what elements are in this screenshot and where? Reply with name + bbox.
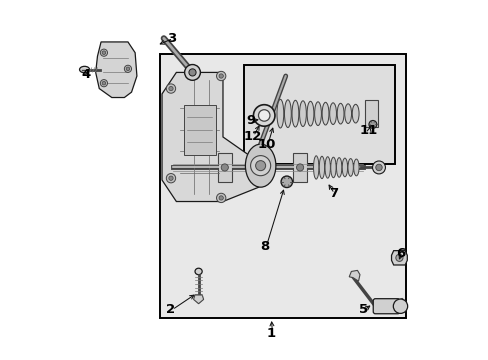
Polygon shape [162, 72, 258, 202]
Circle shape [100, 49, 107, 56]
Circle shape [188, 69, 196, 76]
Circle shape [250, 156, 270, 176]
Text: 4: 4 [81, 68, 90, 81]
Circle shape [102, 81, 105, 85]
Circle shape [168, 86, 173, 91]
Polygon shape [96, 42, 137, 98]
Text: 11: 11 [358, 124, 377, 137]
Ellipse shape [319, 156, 324, 179]
Ellipse shape [353, 159, 358, 176]
Ellipse shape [313, 156, 318, 179]
Ellipse shape [291, 100, 298, 127]
Text: 7: 7 [328, 187, 337, 200]
Bar [217, 153, 231, 182]
Circle shape [258, 110, 269, 121]
Ellipse shape [330, 157, 335, 178]
Ellipse shape [322, 102, 328, 125]
Ellipse shape [284, 100, 291, 127]
Ellipse shape [299, 101, 306, 126]
Text: 10: 10 [257, 138, 275, 151]
Bar [365, 100, 377, 127]
Circle shape [102, 51, 105, 54]
Ellipse shape [344, 104, 351, 123]
Text: 3: 3 [167, 32, 176, 45]
Circle shape [375, 164, 382, 171]
Ellipse shape [351, 104, 358, 123]
Circle shape [395, 254, 402, 261]
Ellipse shape [314, 102, 321, 126]
Text: 1: 1 [266, 327, 275, 340]
Polygon shape [193, 295, 203, 304]
Ellipse shape [342, 158, 347, 177]
Text: 8: 8 [260, 240, 269, 253]
Ellipse shape [336, 158, 341, 177]
Ellipse shape [80, 66, 89, 73]
Circle shape [216, 193, 225, 203]
Circle shape [372, 161, 385, 174]
Text: 12: 12 [243, 130, 261, 143]
Bar [183, 105, 215, 155]
Circle shape [392, 299, 407, 314]
Circle shape [166, 84, 175, 93]
Text: 2: 2 [166, 303, 175, 316]
Text: 9: 9 [246, 114, 255, 127]
Circle shape [184, 64, 200, 80]
Circle shape [255, 161, 265, 171]
Polygon shape [348, 270, 359, 281]
Ellipse shape [337, 103, 344, 124]
Ellipse shape [245, 144, 275, 187]
Circle shape [368, 121, 376, 129]
Polygon shape [392, 298, 406, 311]
Ellipse shape [195, 268, 202, 275]
Circle shape [124, 65, 131, 72]
Polygon shape [391, 251, 407, 265]
Bar [244, 65, 394, 164]
Ellipse shape [329, 103, 336, 125]
Ellipse shape [325, 157, 330, 178]
FancyBboxPatch shape [372, 299, 399, 314]
Circle shape [216, 71, 225, 81]
Circle shape [166, 174, 175, 183]
Bar [292, 153, 306, 182]
Circle shape [296, 164, 303, 171]
Circle shape [219, 74, 223, 78]
Ellipse shape [347, 159, 353, 176]
Circle shape [219, 196, 223, 200]
Text: 6: 6 [395, 247, 404, 260]
Ellipse shape [306, 101, 313, 126]
Bar [160, 54, 405, 318]
Circle shape [253, 105, 274, 126]
Circle shape [100, 80, 107, 87]
Text: 5: 5 [358, 303, 367, 316]
Circle shape [281, 176, 292, 188]
Circle shape [221, 164, 228, 171]
Circle shape [168, 176, 173, 180]
Ellipse shape [276, 99, 283, 128]
Circle shape [126, 67, 129, 71]
